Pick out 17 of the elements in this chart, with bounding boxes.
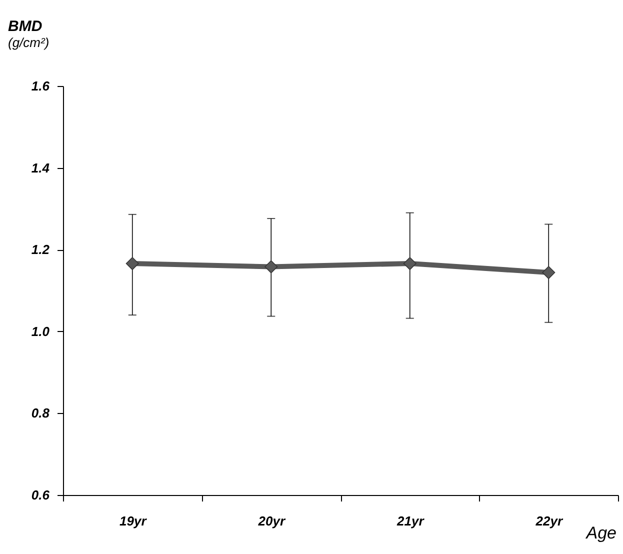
x-axis-title: Age	[585, 524, 616, 542]
y-tick-label: 1.4	[31, 160, 50, 176]
y-tick-label: 0.6	[31, 488, 50, 502]
chart-subtitle: (g/cm²)	[8, 35, 50, 50]
point	[542, 266, 556, 280]
x-tick-label: 22yr	[534, 514, 564, 528]
chart-title: BMD	[8, 18, 42, 35]
y-tick-label: 1.2	[31, 242, 50, 258]
y-tick-label: 1.6	[31, 78, 50, 94]
x-tick-label: 19yr	[120, 514, 148, 528]
point	[264, 260, 278, 274]
point	[126, 256, 139, 270]
x-tick-label: 21yr	[396, 514, 425, 528]
y-tick-label: 1.0	[31, 324, 50, 339]
point	[403, 256, 416, 270]
y-tick-label: 0.8	[31, 406, 50, 421]
x-tick-label: 20yr	[257, 514, 286, 528]
